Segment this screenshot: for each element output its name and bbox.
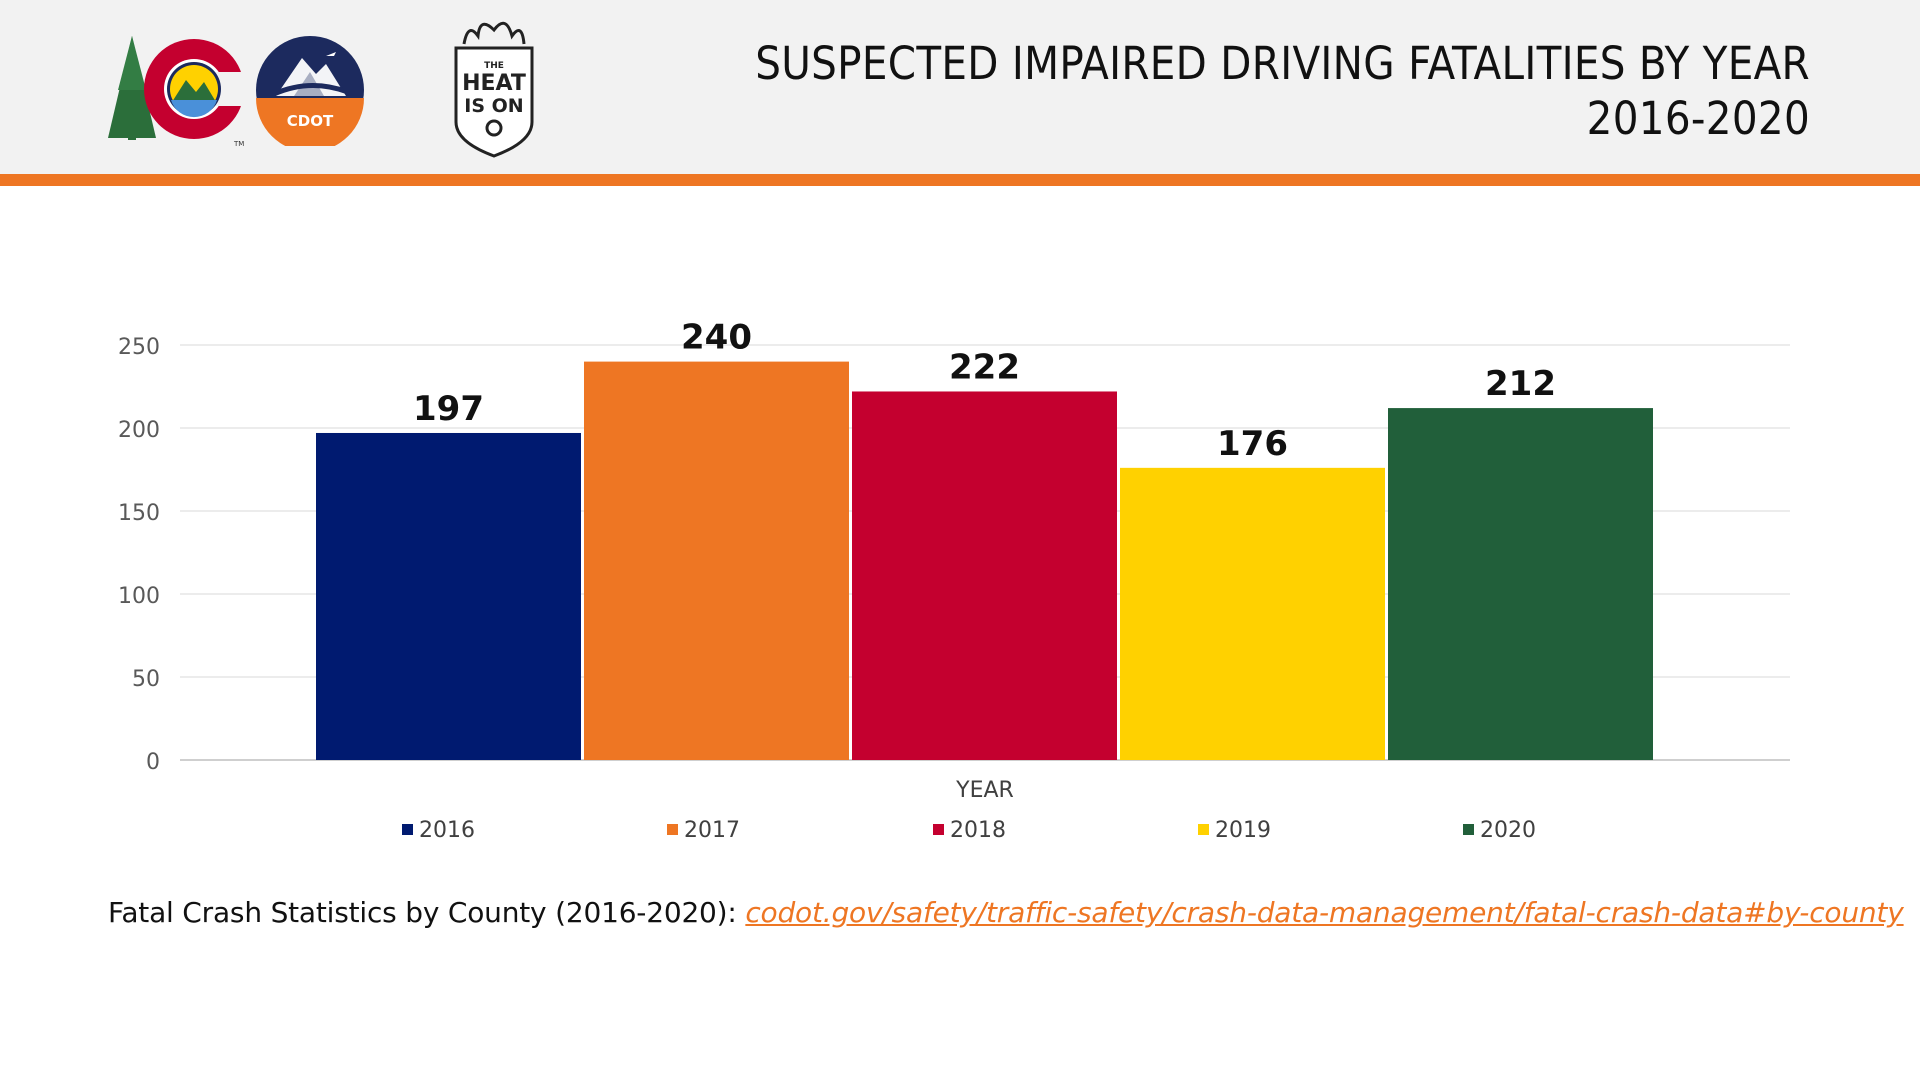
bar xyxy=(852,391,1117,760)
shield-icon xyxy=(454,46,534,158)
colorado-logo: TM xyxy=(108,36,256,148)
y-tick-label: 150 xyxy=(118,501,160,526)
data-label: 222 xyxy=(949,347,1020,387)
trademark-label: TM xyxy=(233,140,244,148)
heat-logo-line1: THE xyxy=(484,61,504,71)
c-mark-icon xyxy=(485,119,503,137)
y-tick-label: 50 xyxy=(132,667,160,692)
legend-swatch xyxy=(1463,824,1474,835)
x-axis-label: YEAR xyxy=(955,778,1014,803)
heat-logo-line3: IS ON xyxy=(464,95,523,117)
heat-logo-line2: HEAT xyxy=(462,71,526,96)
data-label: 240 xyxy=(681,318,752,358)
y-tick-label: 0 xyxy=(146,750,160,775)
cdot-logo: CDOT xyxy=(256,36,364,146)
y-tick-label: 200 xyxy=(118,418,160,443)
data-label: 176 xyxy=(1217,424,1288,464)
y-tick-label: 100 xyxy=(118,584,160,609)
title-line-1: SUSPECTED IMPAIRED DRIVING FATALITIES BY… xyxy=(755,37,1810,90)
header-band: TM CDOT THE HEAT IS ON SUSPECTED IMPAIRE… xyxy=(0,0,1920,174)
legend-swatch xyxy=(933,824,944,835)
airplane-icon xyxy=(326,52,336,56)
header-rule xyxy=(0,174,1920,186)
data-label: 212 xyxy=(1485,364,1556,404)
heat-is-on-logo: THE HEAT IS ON xyxy=(454,21,534,158)
bar xyxy=(316,432,581,760)
cdot-logo-text: CDOT xyxy=(287,112,334,130)
bar xyxy=(584,361,849,760)
fatal-crash-data-link[interactable]: codot.gov/safety/traffic-safety/crash-da… xyxy=(745,896,1904,929)
page-title: SUSPECTED IMPAIRED DRIVING FATALITIES BY… xyxy=(755,36,1810,146)
footnote: Fatal Crash Statistics by County (2016-2… xyxy=(108,896,1904,929)
title-line-2: 2016-2020 xyxy=(1586,92,1810,145)
legend-label: 2019 xyxy=(1215,818,1271,843)
data-label: 197 xyxy=(413,389,484,429)
legend-swatch xyxy=(1198,824,1209,835)
footnote-text: Fatal Crash Statistics by County (2016-2… xyxy=(108,896,746,929)
legend-label: 2020 xyxy=(1480,818,1536,843)
legend-label: 2018 xyxy=(950,818,1006,843)
legend-label: 2017 xyxy=(684,818,740,843)
y-tick-label: 250 xyxy=(118,335,160,360)
flame-icon xyxy=(462,21,526,45)
legend-swatch xyxy=(667,824,678,835)
bar xyxy=(1120,467,1385,760)
legend-swatch xyxy=(402,824,413,835)
bar-chart: 0 50 100 150 200 250 197 240 222 176 212 YEAR 2016 20… xyxy=(118,318,1790,843)
bar xyxy=(1388,408,1653,760)
legend-label: 2016 xyxy=(419,818,475,843)
